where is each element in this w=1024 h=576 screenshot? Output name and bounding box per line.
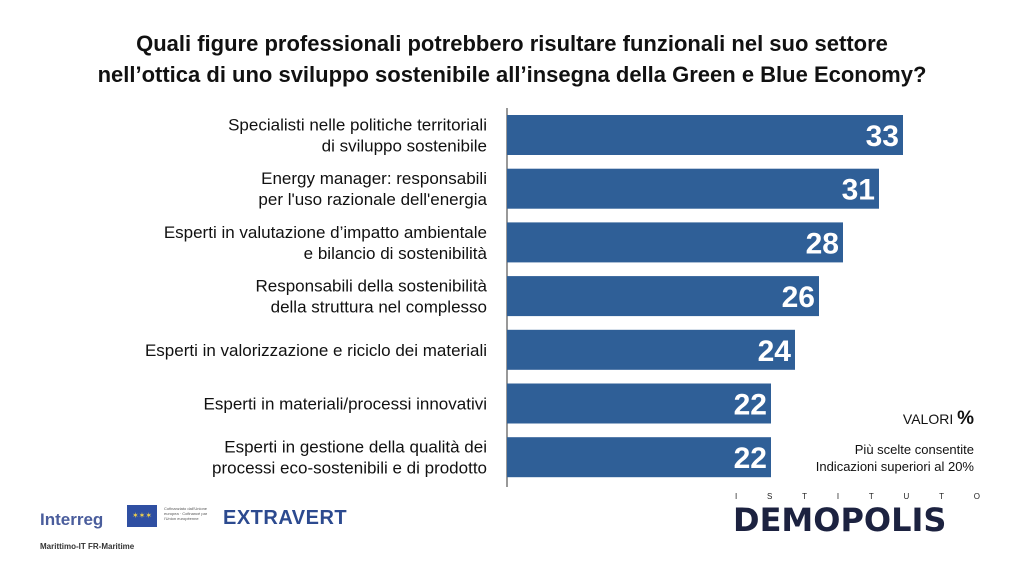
istituto-letter: T [868, 492, 874, 501]
istituto-letter: I [735, 492, 738, 501]
interreg-logo: Interreg [40, 510, 104, 529]
category-label: processi eco-sostenibili e di prodotto [212, 459, 487, 478]
category-label: Esperti in gestione della qualità dei [224, 438, 487, 457]
bar [507, 437, 771, 478]
maritime-label: Marittimo-IT FR-Maritime [40, 542, 135, 551]
note-line-2: Indicazioni superiori al 20% [815, 459, 974, 474]
category-label: Energy manager: responsabili [261, 169, 487, 188]
bar [507, 115, 903, 155]
bar [507, 276, 819, 317]
chart-title: Quali figure professionali potrebbero ri… [0, 28, 1024, 90]
data-label: 26 [782, 281, 815, 314]
category-label: Responsabili della sostenibilità [255, 277, 487, 296]
unit-label: VALORI [902, 411, 954, 427]
data-label: 33 [866, 120, 899, 153]
istituto-letter: U [903, 492, 910, 501]
category-label: Esperti in valutazione d’impatto ambient… [164, 223, 487, 242]
data-label: 24 [758, 335, 792, 368]
category-label: Esperti in valorizzazione e riciclo dei … [145, 341, 487, 360]
istituto-letter: O [973, 492, 980, 501]
eu-flag-icon: ✶✶✶ [127, 505, 157, 527]
category-label: e bilancio di sostenibilità [304, 244, 488, 263]
demopolis-logo: DEMOPOLIS [733, 501, 947, 539]
extravert-logo: EXTRAVERT [223, 507, 348, 529]
category-label: della struttura nel complesso [271, 298, 487, 317]
istituto-letter: S [767, 492, 773, 501]
category-label: per l'uso razionale dell'energia [258, 190, 487, 209]
data-label: 28 [806, 227, 839, 260]
bar [507, 168, 879, 209]
istituto-letter: I [836, 492, 840, 501]
eu-cofinance-text: Cofinanziato dall'Unione europea · Cofin… [164, 506, 208, 521]
category-label: Esperti in materiali/processi innovativi [204, 395, 487, 414]
data-label: 31 [842, 174, 875, 207]
method-note: Più scelte consentite Indicazioni superi… [816, 441, 974, 475]
bar [507, 383, 771, 424]
title-line-1: Quali figure professionali potrebbero ri… [136, 31, 888, 56]
bar [507, 222, 843, 263]
unit-symbol: % [957, 408, 974, 429]
category-label: di sviluppo sostenibile [322, 137, 487, 156]
istituto-letter: T [802, 492, 808, 501]
istituto-letter: T [939, 492, 944, 501]
title-line-2: nell’ottica di uno sviluppo sostenibile … [97, 62, 927, 87]
category-label: Specialisti nelle politiche territoriali [228, 116, 487, 135]
data-label: 22 [734, 442, 767, 475]
bar [507, 329, 795, 370]
note-line-1: Più scelte consentite [854, 442, 974, 457]
unit-note: VALORI % [903, 408, 974, 430]
data-label: 22 [734, 389, 767, 422]
